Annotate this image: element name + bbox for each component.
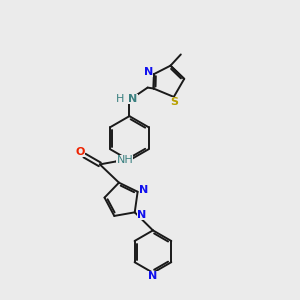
Text: N: N — [136, 210, 146, 220]
Text: O: O — [75, 147, 85, 157]
Text: N: N — [148, 271, 158, 281]
Text: N: N — [140, 185, 149, 195]
Text: N: N — [128, 94, 137, 104]
Text: N: N — [144, 67, 153, 77]
Text: NH: NH — [116, 155, 133, 165]
Text: S: S — [170, 97, 178, 106]
Text: H: H — [116, 94, 124, 104]
